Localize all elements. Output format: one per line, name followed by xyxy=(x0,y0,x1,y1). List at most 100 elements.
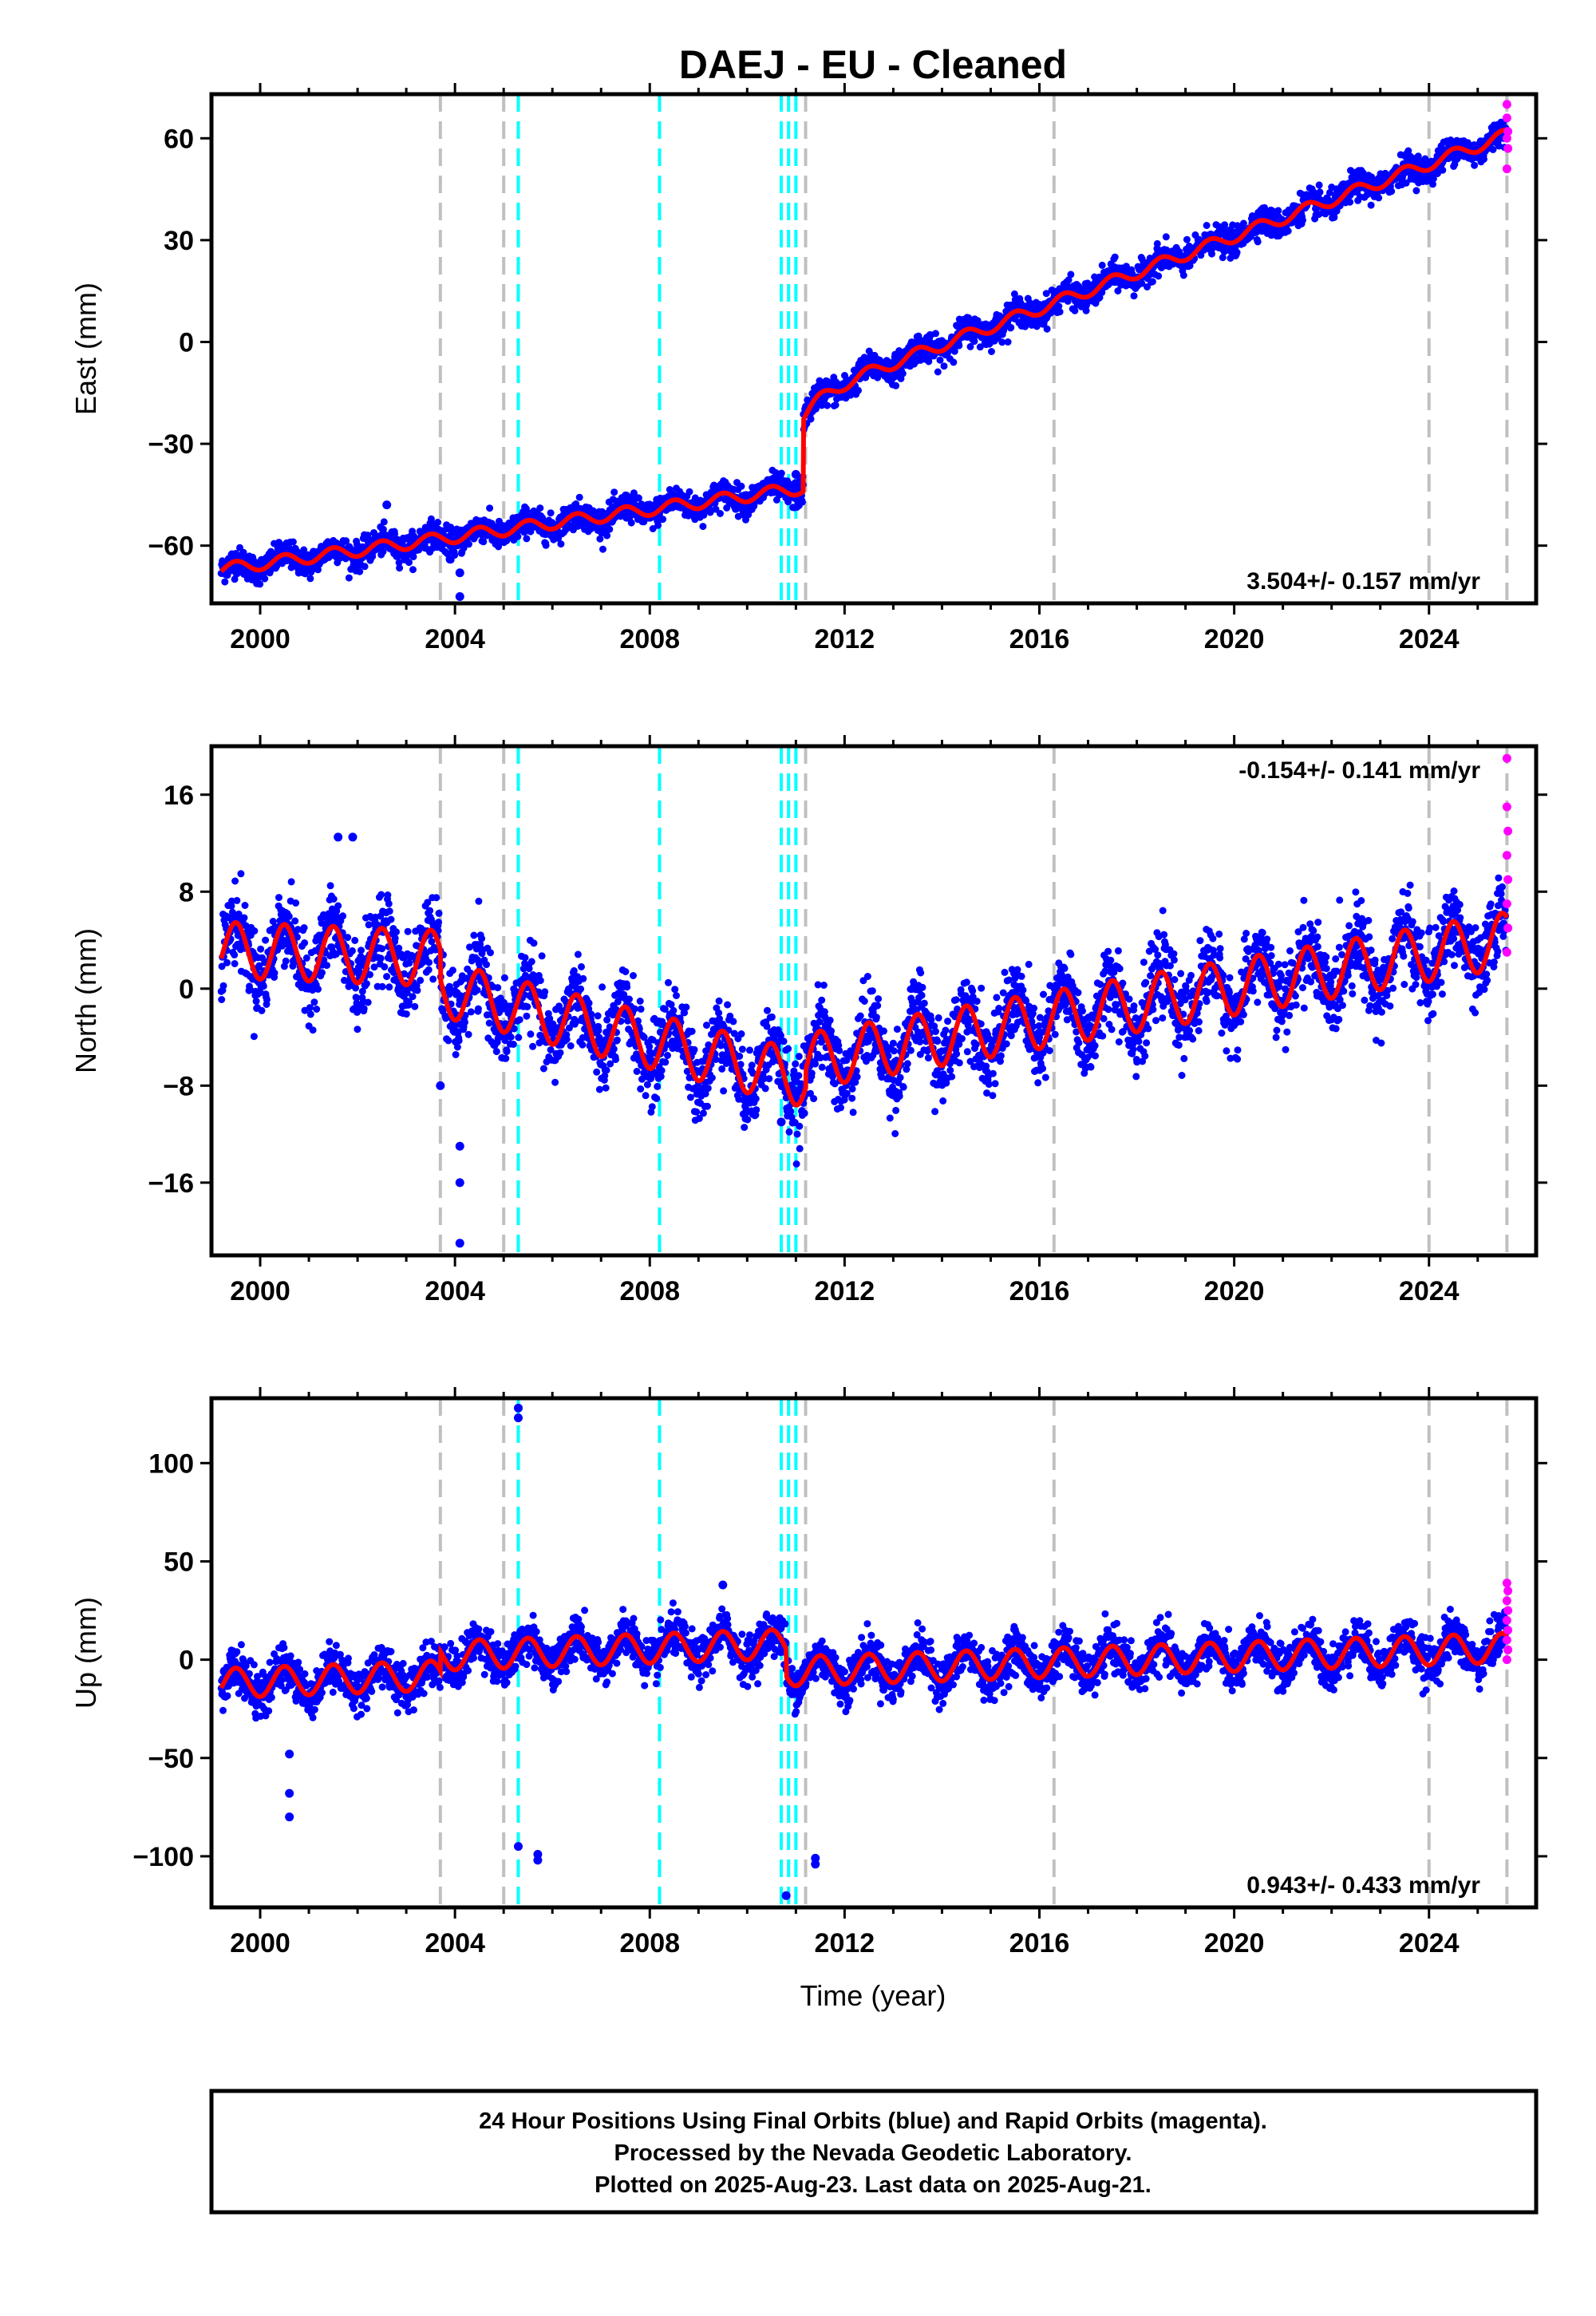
rapid-point xyxy=(1503,875,1513,884)
outlier-point xyxy=(455,591,464,601)
outlier-point xyxy=(455,1239,464,1248)
final-orbit-scatter xyxy=(217,870,1510,1168)
rapid-point xyxy=(1502,753,1511,763)
rapid-orbit-points xyxy=(1502,753,1513,957)
x-tick-label: 2016 xyxy=(1009,1276,1070,1306)
rapid-point xyxy=(1502,1596,1511,1606)
y-tick-label: 16 xyxy=(164,781,194,811)
y-axis-label: Up (mm) xyxy=(69,1597,102,1709)
y-tick-label: 50 xyxy=(164,1547,194,1577)
rate-label: 3.504+/- 0.157 mm/yr xyxy=(1246,568,1480,595)
outlier-point xyxy=(513,1403,523,1413)
outlier-point xyxy=(791,469,800,479)
outlier-point xyxy=(334,832,343,842)
y-axis: −100 −50 0 50 100 xyxy=(132,1448,1547,1872)
outlier-point xyxy=(285,1812,294,1822)
model-curve xyxy=(219,1627,1509,1699)
plot-frame xyxy=(209,1396,1539,1910)
x-tick-label: 2008 xyxy=(619,1276,680,1306)
outlier-point xyxy=(455,1178,464,1188)
outlier-point xyxy=(348,832,358,842)
rapid-point xyxy=(1502,1655,1511,1665)
x-tick-label: 2012 xyxy=(815,1276,875,1306)
rapid-point xyxy=(1502,113,1511,123)
outlier-point xyxy=(776,1117,786,1127)
x-tick-label: 2024 xyxy=(1399,1276,1460,1306)
chart-title: DAEJ - EU - Cleaned xyxy=(679,42,1067,87)
model-curve xyxy=(219,127,1507,574)
rapid-point xyxy=(1502,851,1511,860)
y-tick-label: 30 xyxy=(164,226,194,256)
x-tick-label: 2016 xyxy=(1009,1928,1070,1958)
rate-label: 0.943+/- 0.433 mm/yr xyxy=(1246,1872,1480,1899)
x-tick-label: 2016 xyxy=(1009,624,1070,654)
rapid-point xyxy=(1502,164,1511,174)
break-lines xyxy=(438,94,1509,603)
rapid-point xyxy=(1502,899,1511,908)
rapid-orbit-points xyxy=(1502,100,1513,174)
rapid-point xyxy=(1502,1615,1511,1625)
x-tick-label: 2012 xyxy=(815,624,875,654)
rapid-point xyxy=(1503,144,1513,153)
x-axis-label: Time (year) xyxy=(800,1979,946,2012)
rapid-point xyxy=(1502,100,1511,109)
y-tick-label: −50 xyxy=(148,1744,194,1774)
x-tick-label: 2008 xyxy=(619,1928,680,1958)
rapid-point xyxy=(1503,923,1513,933)
outlier-point xyxy=(455,568,464,578)
outlier-point xyxy=(811,1860,820,1869)
final-orbit-scatter xyxy=(217,118,1510,588)
y-tick-label: −60 xyxy=(148,532,194,562)
rapid-point xyxy=(1502,947,1511,957)
x-axis: 2000 2004 2008 2012 2016 2020 2024 xyxy=(230,83,1479,654)
y-axis-label: North (mm) xyxy=(69,928,102,1073)
x-axis: 2000 2004 2008 2012 2016 2020 2024 xyxy=(230,735,1479,1306)
panel-north: 2000 2004 2008 2012 2016 2020 2024 −16 −8 0 8 16 Nor… xyxy=(69,735,1547,1306)
outlier-point xyxy=(285,1749,294,1759)
rapid-point xyxy=(1503,826,1513,836)
x-tick-label: 2020 xyxy=(1204,624,1265,654)
outlier-point xyxy=(513,1842,523,1852)
y-axis: −16 −8 0 8 16 xyxy=(148,781,1547,1199)
x-tick-label: 2004 xyxy=(425,624,485,654)
rate-label: -0.154+/- 0.141 mm/yr xyxy=(1238,757,1480,784)
final-orbit-points xyxy=(217,832,1510,1248)
outlier-point xyxy=(455,1141,464,1151)
y-tick-label: −100 xyxy=(132,1842,194,1872)
plot-frame xyxy=(209,744,1539,1258)
x-tick-label: 2000 xyxy=(230,1928,290,1958)
y-tick-label: 60 xyxy=(164,124,194,154)
outlier-point xyxy=(781,1891,791,1900)
x-tick-label: 2004 xyxy=(425,1928,485,1958)
y-tick-label: −30 xyxy=(148,429,194,460)
rapid-point xyxy=(1503,1645,1513,1654)
rapid-orbit-points xyxy=(1502,1579,1513,1665)
panel-east: 2000 2004 2008 2012 2016 2020 2024 −60 −30 0 30 60 E… xyxy=(69,83,1547,654)
rapid-point xyxy=(1503,1586,1513,1595)
y-tick-label: 0 xyxy=(179,1646,194,1676)
x-tick-label: 2020 xyxy=(1204,1276,1265,1306)
final-orbit-points xyxy=(217,118,1510,601)
rapid-point xyxy=(1502,1635,1511,1645)
y-tick-label: 8 xyxy=(179,877,194,907)
y-tick-label: 100 xyxy=(148,1448,194,1479)
rapid-point xyxy=(1502,802,1511,812)
x-tick-label: 2000 xyxy=(230,624,290,654)
outlier-point xyxy=(382,500,392,510)
rapid-point xyxy=(1503,127,1513,136)
footer-line-2: Processed by the Nevada Geodetic Laborat… xyxy=(614,2140,1132,2166)
x-tick-label: 2024 xyxy=(1399,624,1460,654)
x-tick-label: 2008 xyxy=(619,624,680,654)
outlier-point xyxy=(285,1788,294,1798)
x-tick-label: 2024 xyxy=(1399,1928,1460,1958)
x-axis: 2000 2004 2008 2012 2016 2020 2024 xyxy=(230,1387,1479,1958)
x-tick-label: 2020 xyxy=(1204,1928,1265,1958)
y-axis: −60 −30 0 30 60 xyxy=(148,124,1547,562)
outlier-point xyxy=(718,1580,728,1590)
y-tick-label: −16 xyxy=(148,1168,194,1199)
rapid-point xyxy=(1503,1606,1513,1615)
y-tick-label: 0 xyxy=(179,327,194,358)
plots-area: 2000 2004 2008 2012 2016 2020 2024 −60 −30 0 30 60 E… xyxy=(69,83,1547,1958)
rapid-point xyxy=(1502,133,1511,143)
